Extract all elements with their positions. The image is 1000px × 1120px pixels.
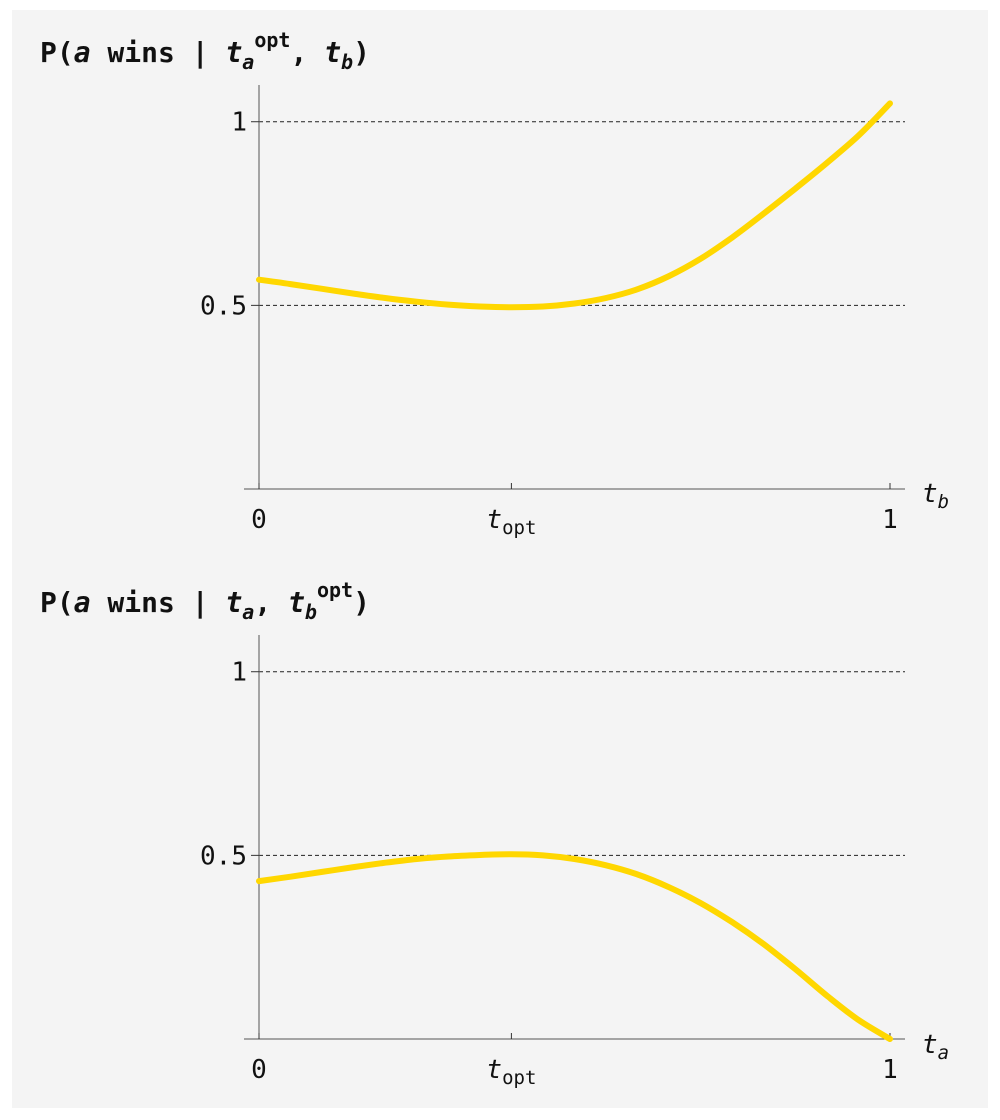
x-axis-label-sub: b: [938, 491, 949, 513]
title-arg2-sub: b: [305, 600, 317, 624]
x-tick-label-base: 1: [882, 1055, 898, 1085]
title-suffix: ): [353, 586, 370, 619]
figure-panel: [12, 10, 988, 1108]
series-line: [256, 100, 893, 311]
title-arg2-sub: b: [341, 50, 353, 74]
x-tick-label-base: t: [486, 1055, 502, 1085]
x-axis-label-base: t: [922, 479, 938, 509]
x-tick-label-sub: opt: [502, 517, 536, 539]
chart-title: P(a wins | taopt, tb): [40, 28, 370, 74]
title-sep: ,: [254, 586, 288, 619]
x-tick-label: topt: [486, 1055, 536, 1089]
x-axis-label-sub: a: [938, 1042, 949, 1064]
x-tick-label: topt: [486, 505, 536, 539]
title-arg2-sup: opt: [317, 578, 353, 602]
x-axis-label-base: t: [922, 1030, 938, 1060]
y-tick-label: 1: [231, 658, 247, 688]
title-text: wins |: [91, 36, 226, 69]
title-prefix: P(: [40, 36, 74, 69]
title-arg2-base: t: [288, 586, 305, 619]
title-arg1-base: t: [225, 586, 242, 619]
title-prefix: P(: [40, 586, 74, 619]
x-tick-label: 1: [882, 505, 898, 535]
chart-title: P(a wins | ta, tbopt): [40, 578, 370, 624]
title-sep: ,: [290, 36, 324, 69]
x-tick-label-base: 0: [251, 1055, 267, 1085]
title-arg2-base: t: [324, 36, 341, 69]
title-arg1-sub: a: [242, 50, 254, 74]
x-tick-label-base: 1: [882, 505, 898, 535]
x-tick-label: 0: [251, 505, 267, 535]
x-tick-label-sub: opt: [502, 1067, 536, 1089]
title-suffix: ): [353, 36, 370, 69]
x-tick-label-base: 0: [251, 505, 267, 535]
series-line: [256, 851, 893, 1042]
x-axis-label: ta: [922, 1030, 949, 1064]
x-axis-label: tb: [922, 479, 949, 513]
x-tick-label: 0: [251, 1055, 267, 1085]
title-text: wins |: [91, 586, 226, 619]
y-tick-label: 1: [231, 108, 247, 138]
y-tick-label: 0.5: [200, 291, 247, 321]
title-var: a: [74, 586, 91, 619]
x-tick-label-base: t: [486, 505, 502, 535]
y-tick-label: 0.5: [200, 841, 247, 871]
title-arg1-sub: a: [242, 600, 254, 624]
x-tick-label: 1: [882, 1055, 898, 1085]
title-arg1-sup: opt: [254, 28, 290, 52]
title-var: a: [74, 36, 91, 69]
title-arg1-base: t: [225, 36, 242, 69]
